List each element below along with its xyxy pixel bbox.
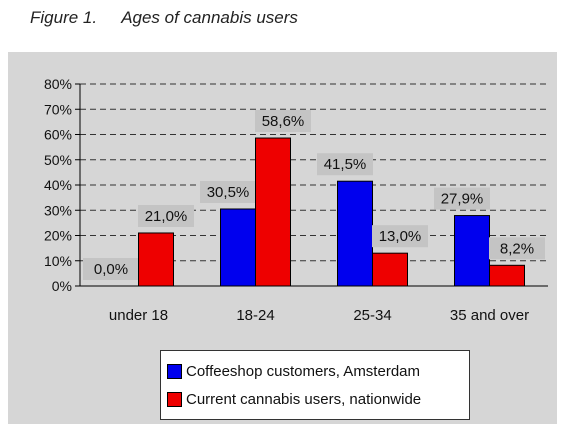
legend-label: Current cannabis users, nationwide (186, 390, 422, 408)
data-label: 41,5% (324, 156, 367, 173)
bar (138, 232, 174, 287)
data-label-bg (317, 153, 373, 176)
legend-item-nationwide: Current cannabis users, nationwide (167, 385, 463, 413)
figure-number: Figure 1. (30, 8, 98, 27)
legend: Coffeeshop customers, Amsterdam Current … (160, 350, 470, 420)
y-tick-label: 20% (44, 228, 72, 244)
bar (372, 252, 408, 287)
data-label-bg (434, 187, 490, 210)
bar (220, 208, 256, 287)
data-label-bg (200, 180, 256, 203)
data-label-bg (138, 204, 194, 227)
bar (337, 180, 373, 287)
category-label: under 18 (109, 307, 168, 324)
legend-swatch-red (167, 391, 182, 407)
bar (489, 264, 525, 287)
y-tick-label: 40% (44, 177, 72, 193)
y-tick-label: 50% (44, 152, 72, 168)
y-tick-label: 60% (44, 127, 72, 143)
y-tick-label: 80% (44, 76, 72, 92)
data-label: 8,2% (500, 240, 534, 257)
data-label: 30,5% (207, 184, 250, 201)
data-label-bg (83, 258, 139, 280)
bar (454, 215, 490, 287)
bar-chart: 0% 10% 20% 30% 40% 50% 60% 70% 80% 0,0% 21,0% under… (44, 76, 548, 324)
category-label: 25-34 (353, 307, 391, 324)
figure-title: Ages of cannabis users (121, 8, 298, 27)
data-label: 21,0% (145, 208, 188, 225)
bar (255, 137, 291, 287)
data-label: 27,9% (441, 191, 484, 208)
y-tick-label: 10% (44, 253, 72, 269)
chart-frame: 0% 10% 20% 30% 40% 50% 60% 70% 80% 0,0% 21,0% under… (8, 52, 557, 424)
legend-swatch-blue (167, 363, 182, 379)
data-label: 58,6% (262, 113, 305, 130)
data-label-bg (372, 225, 428, 248)
data-label: 0,0% (94, 261, 128, 278)
data-label: 13,0% (379, 228, 422, 245)
figure-caption: Figure 1. Ages of cannabis users (30, 8, 298, 28)
category-label: 35 and over (450, 307, 529, 324)
y-tick-label: 30% (44, 202, 72, 218)
data-label-bg (255, 110, 311, 133)
data-label-bg (489, 237, 545, 260)
legend-item-coffeeshop: Coffeeshop customers, Amsterdam (167, 357, 463, 385)
legend-label: Coffeeshop customers, Amsterdam (186, 362, 420, 380)
category-label: 18-24 (236, 307, 274, 324)
y-tick-label: 70% (44, 101, 72, 117)
y-tick-label: 0% (52, 278, 72, 294)
